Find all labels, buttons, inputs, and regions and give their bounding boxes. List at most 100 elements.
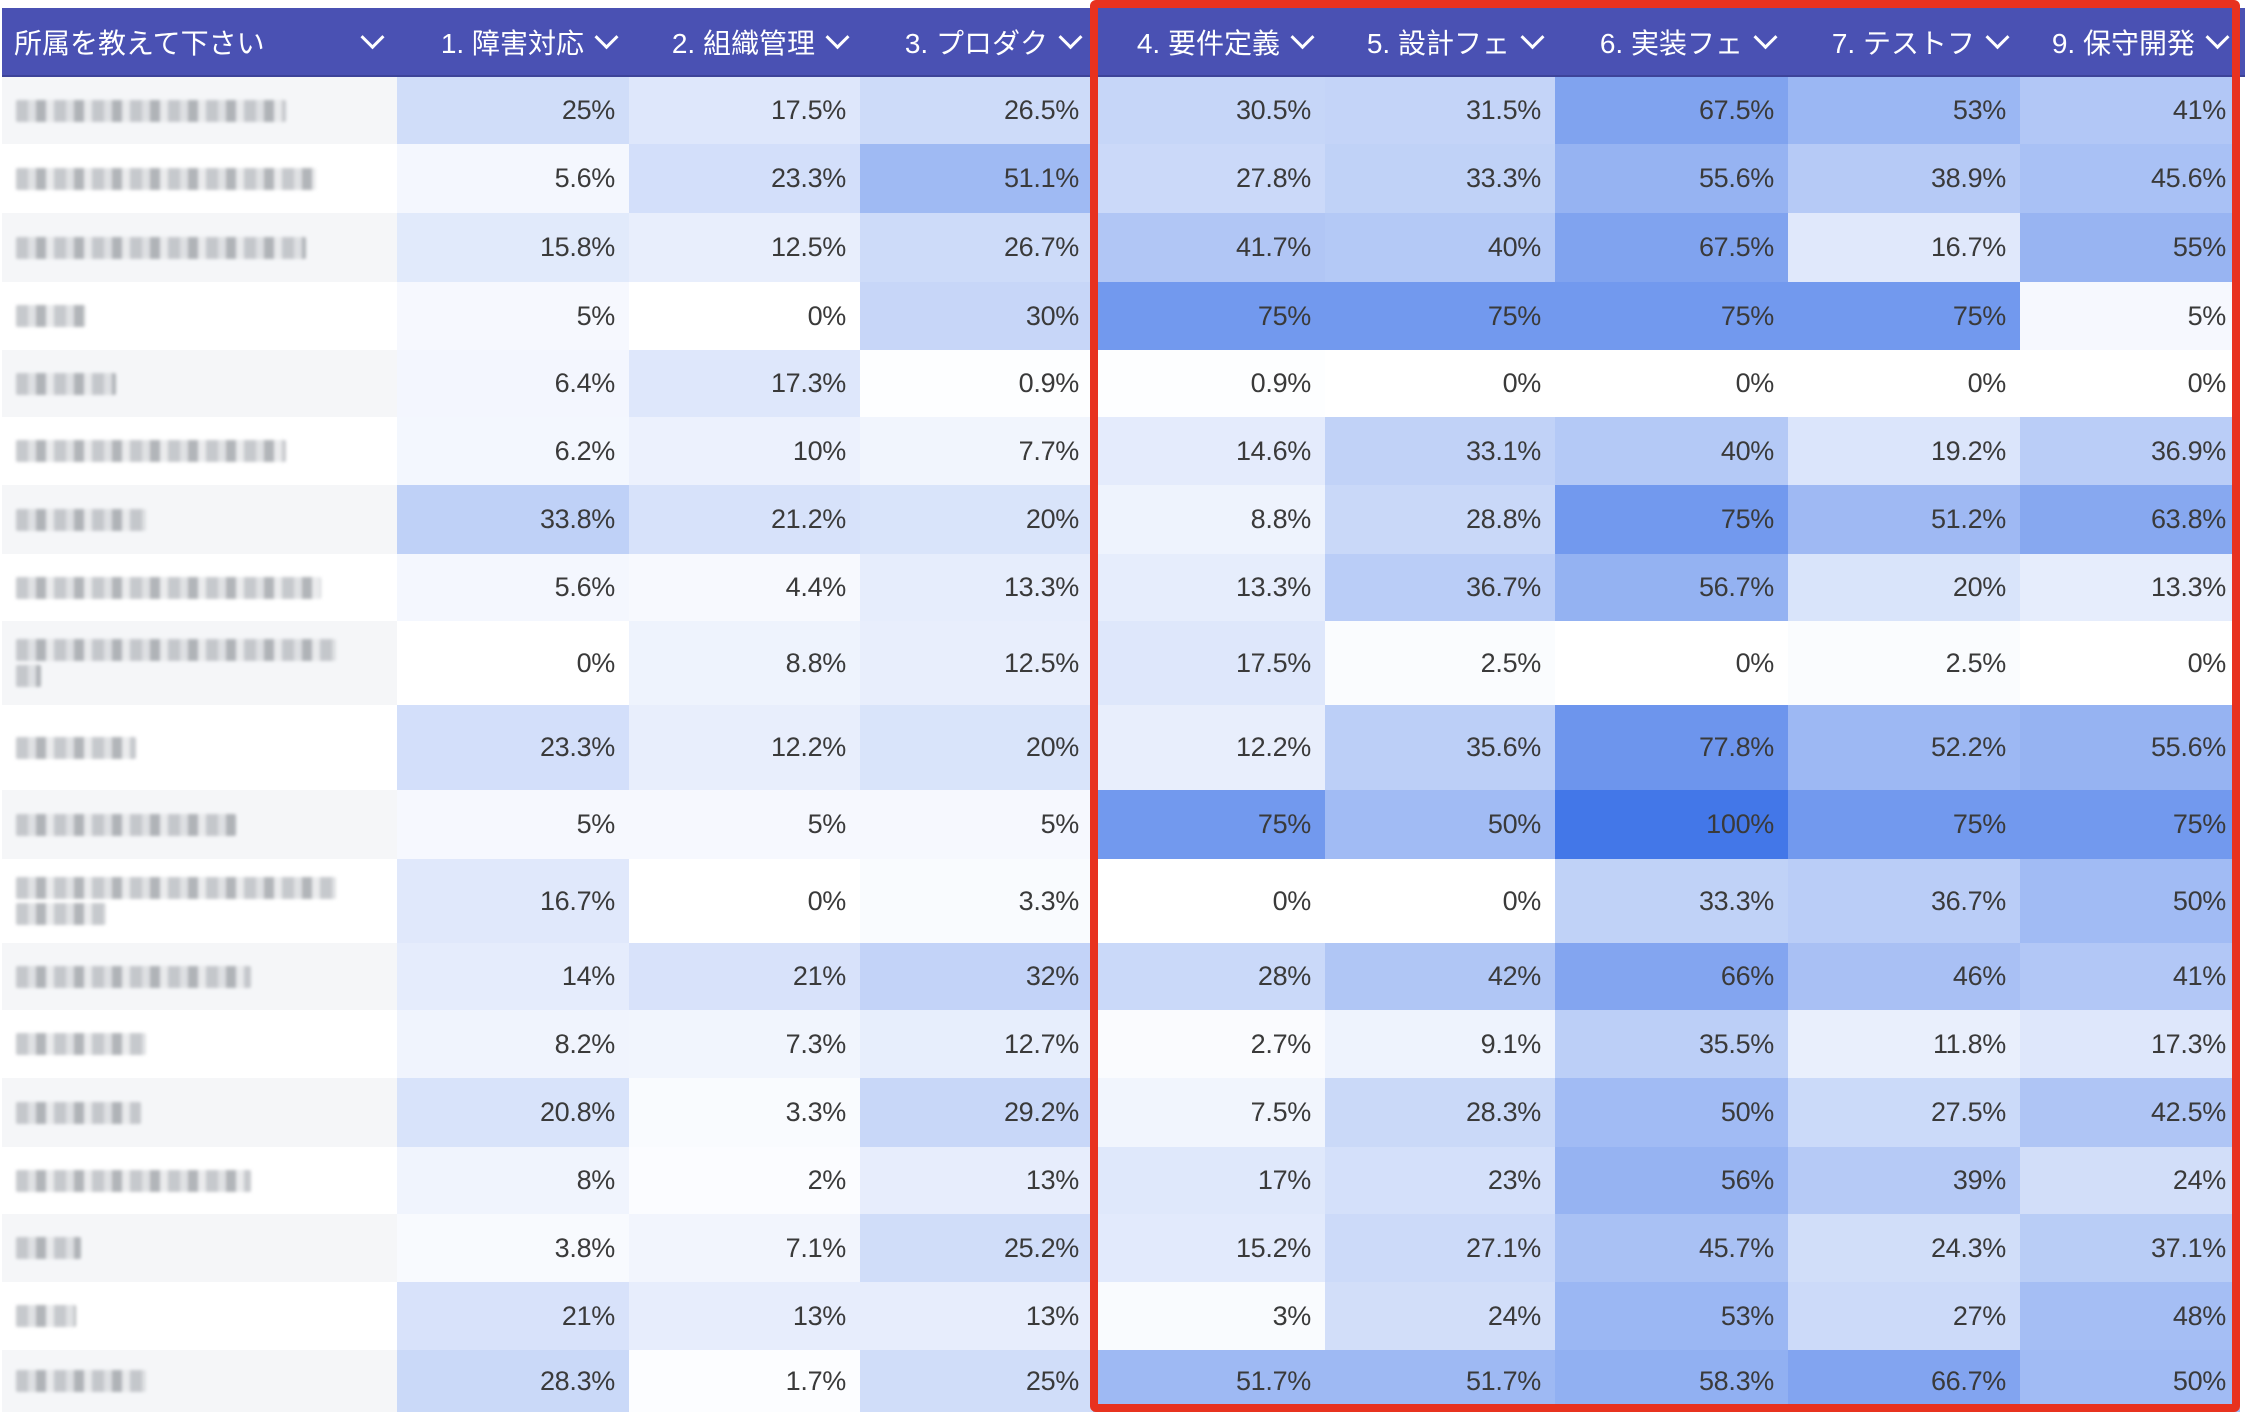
- heatmap-cell: 56%: [1555, 1147, 1788, 1214]
- heatmap-cell: 33.8%: [397, 485, 629, 554]
- heatmap-cell: 51.7%: [1093, 1350, 1325, 1412]
- column-header-affiliation[interactable]: 所属を教えて下さい: [2, 8, 397, 75]
- chevron-down-icon[interactable]: [1058, 25, 1083, 50]
- heatmap-cell: 3.3%: [860, 859, 1093, 943]
- heatmap-cell: 32%: [860, 943, 1093, 1010]
- heatmap-cell: 2.5%: [1325, 621, 1555, 705]
- row-label-obscured: [2, 282, 397, 350]
- blurred-text-line: [16, 639, 336, 661]
- chevron-down-icon[interactable]: [1753, 25, 1778, 50]
- heatmap-cell: 8%: [397, 1147, 629, 1214]
- heatmap-cell: 53%: [1788, 77, 2020, 144]
- heatmap-cell: 3%: [1093, 1282, 1325, 1350]
- column-header-label: 所属を教えて下さい: [14, 27, 265, 59]
- blurred-label: [16, 305, 86, 327]
- heatmap-cell: 13%: [860, 1147, 1093, 1214]
- row-label-obscured: [2, 77, 397, 144]
- blurred-label: [16, 1370, 146, 1392]
- column-header-2[interactable]: 2. 組織管理: [629, 8, 860, 75]
- blurred-label: [16, 1033, 146, 1055]
- heatmap-cell: 29.2%: [860, 1078, 1093, 1147]
- heatmap-cell: 11.8%: [1788, 1010, 2020, 1078]
- heatmap-cell: 5%: [629, 790, 860, 859]
- heatmap-cell: 75%: [1788, 790, 2020, 859]
- heatmap-cell: 51.7%: [1325, 1350, 1555, 1412]
- heatmap-cell: 30.5%: [1093, 77, 1325, 144]
- heatmap-cell: 5%: [397, 790, 629, 859]
- heatmap-cell: 14.6%: [1093, 417, 1325, 485]
- heatmap-cell: 8.8%: [629, 621, 860, 705]
- chevron-down-icon[interactable]: [1290, 25, 1315, 50]
- blurred-label: [16, 508, 146, 531]
- blurred-label: [16, 639, 336, 687]
- blurred-text-line: [16, 167, 316, 190]
- chevron-down-icon[interactable]: [2205, 25, 2230, 50]
- table-row: 20.8% 3.3% 29.2% 7.5% 28.3% 50% 27.5% 42.5%: [2, 1078, 2245, 1147]
- table-body: 25% 17.5% 26.5% 30.5% 31.5% 67.5% 53% 41% 5.6% 23…: [2, 77, 2245, 1412]
- heatmap-cell: 0%: [2020, 350, 2240, 417]
- blurred-text-line: [16, 1237, 81, 1259]
- chevron-down-icon[interactable]: [825, 25, 850, 50]
- heatmap-cell: 58.3%: [1555, 1350, 1788, 1412]
- heatmap-cell: 15.2%: [1093, 1214, 1325, 1282]
- heatmap-cell: 67.5%: [1555, 77, 1788, 144]
- row-label-obscured: [2, 1147, 397, 1214]
- heatmap-cell: 50%: [2020, 859, 2240, 943]
- heatmap-cell: 24%: [1325, 1282, 1555, 1350]
- blurred-label: [16, 99, 286, 122]
- heatmap-cell: 0%: [1555, 621, 1788, 705]
- heatmap-cell: 25%: [860, 1350, 1093, 1412]
- table-row: 33.8% 21.2% 20% 8.8% 28.8% 75% 51.2% 63.8%: [2, 485, 2245, 554]
- heatmap-cell: 41%: [2020, 943, 2240, 1010]
- chevron-down-icon[interactable]: [1520, 25, 1545, 50]
- row-label-obscured: [2, 144, 397, 213]
- heatmap-cell: 0%: [397, 621, 629, 705]
- heatmap-cell: 13%: [860, 1282, 1093, 1350]
- heatmap-cell: 33.3%: [1555, 859, 1788, 943]
- heatmap-cell: 14%: [397, 943, 629, 1010]
- blurred-text-line: [16, 1033, 146, 1055]
- row-label-obscured: [2, 621, 397, 705]
- heatmap-cell: 7.3%: [629, 1010, 860, 1078]
- column-header-9[interactable]: 9. 保守開発: [2020, 8, 2240, 75]
- heatmap-cell: 17%: [1093, 1147, 1325, 1214]
- heatmap-cell: 75%: [1093, 282, 1325, 350]
- heatmap-cell: 53%: [1555, 1282, 1788, 1350]
- column-header-label: 5. 設計フェ: [1366, 27, 1510, 59]
- heatmap-cell: 46%: [1788, 943, 2020, 1010]
- blurred-text-line: [16, 736, 136, 759]
- heatmap-cell: 0%: [629, 282, 860, 350]
- heatmap-cell: 50%: [1555, 1078, 1788, 1147]
- heatmap-cell: 36.7%: [1325, 554, 1555, 621]
- heatmap-cell: 20.8%: [397, 1078, 629, 1147]
- blurred-text-line: [16, 99, 286, 122]
- table-row: 6.2% 10% 7.7% 14.6% 33.1% 40% 19.2% 36.9%: [2, 417, 2245, 485]
- blurred-text-line: [16, 965, 251, 988]
- heatmap-cell: 5%: [397, 282, 629, 350]
- column-header-6[interactable]: 6. 実装フェ: [1555, 8, 1788, 75]
- column-header-3[interactable]: 3. プロダク: [860, 8, 1093, 75]
- column-header-label: 3. プロダク: [904, 27, 1048, 59]
- heatmap-cell: 24.3%: [1788, 1214, 2020, 1282]
- blurred-label: [16, 965, 251, 988]
- heatmap-cell: 12.5%: [860, 621, 1093, 705]
- heatmap-cell: 5.6%: [397, 144, 629, 213]
- chevron-down-icon[interactable]: [360, 25, 385, 50]
- chevron-down-icon[interactable]: [1985, 25, 2010, 50]
- table-row: 8% 2% 13% 17% 23% 56% 39% 24%: [2, 1147, 2245, 1214]
- chevron-down-icon[interactable]: [594, 25, 619, 50]
- heatmap-cell: 2.7%: [1093, 1010, 1325, 1078]
- table-row: 23.3% 12.2% 20% 12.2% 35.6% 77.8% 52.2% 55.6%: [2, 705, 2245, 790]
- column-header-label: 2. 組織管理: [671, 27, 815, 59]
- heatmap-cell: 17.3%: [2020, 1010, 2240, 1078]
- row-label-obscured: [2, 1350, 397, 1412]
- blurred-text-line: [16, 1169, 251, 1192]
- column-header-1[interactable]: 1. 障害対応: [397, 8, 629, 75]
- heatmap-cell: 19.2%: [1788, 417, 2020, 485]
- column-header-4[interactable]: 4. 要件定義: [1093, 8, 1325, 75]
- blurred-label: [16, 167, 316, 190]
- column-header-5[interactable]: 5. 設計フェ: [1325, 8, 1555, 75]
- column-header-7[interactable]: 7. テストフ: [1788, 8, 2020, 75]
- heatmap-cell: 56.7%: [1555, 554, 1788, 621]
- heatmap-cell: 23%: [1325, 1147, 1555, 1214]
